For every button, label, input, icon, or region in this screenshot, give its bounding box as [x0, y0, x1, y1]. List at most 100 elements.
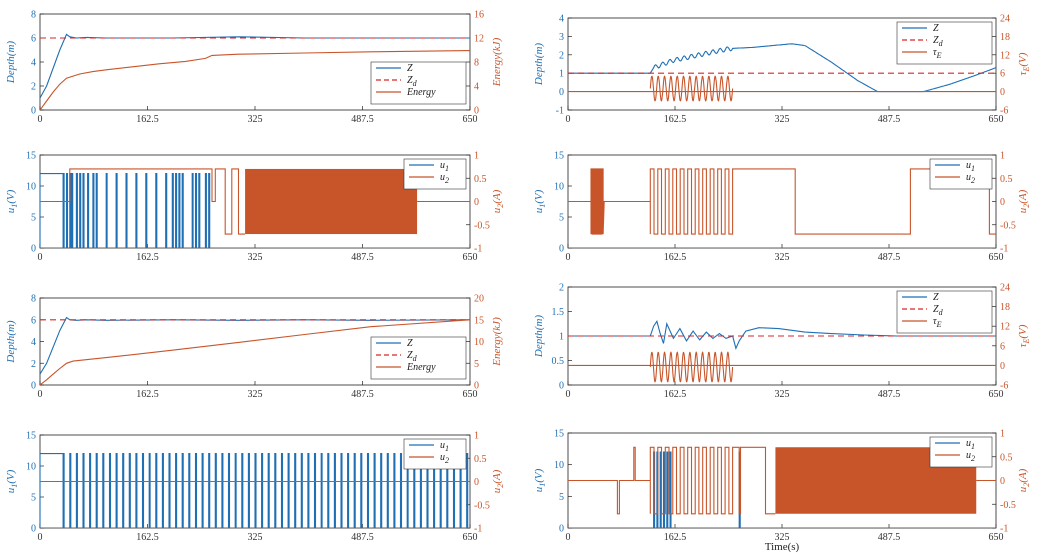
x-tick-label: 650: [463, 252, 478, 263]
x-tick-label: 325: [248, 252, 263, 263]
panel-g: 0 162.5 325 487.5 650 0 0.5 1 1.5 2 -6 0 6 12 18 24 Dept…: [533, 283, 1031, 401]
y-tick-label-right: 6: [1000, 69, 1005, 80]
legend-entry: u1: [966, 438, 975, 451]
x-tick-label: 487.5: [878, 252, 901, 263]
y-tick-label-right: 0.5: [474, 174, 487, 185]
y-axis-label-right: u2(A): [491, 189, 505, 213]
y-tick-label-right: 15: [474, 315, 484, 326]
x-tick-label: 650: [463, 114, 478, 125]
y-tick-label-right: 1: [1000, 429, 1005, 440]
series-u1-pulses: [40, 173, 470, 248]
y-axis-label-right: Energy(kJ): [491, 37, 503, 87]
panel-b: 0 162.5 325 487.5 650 0 5 10 15 -1 -0.5 0 0.5 1 u1(V) u…: [5, 151, 505, 264]
x-tick-label: 487.5: [351, 114, 374, 125]
y-tick-label-left: 15: [554, 429, 564, 440]
series-u1: [40, 173, 64, 248]
x-tick-label: 487.5: [878, 532, 901, 543]
x-tick-label: 487.5: [878, 114, 901, 125]
y-tick-label-right: 20: [474, 294, 484, 305]
legend-entry: Z: [407, 63, 413, 74]
legend-entry: u2: [440, 452, 449, 465]
legend-entry: u1: [966, 160, 975, 173]
y-tick-label-left: 6: [31, 34, 36, 45]
series-energy: [40, 319, 470, 385]
x-tick-label: 325: [248, 114, 263, 125]
y-axis-label-right: u2(A): [1017, 468, 1031, 492]
y-tick-label-left: 0: [31, 244, 36, 255]
y-tick-label-left: 10: [554, 182, 564, 193]
y-tick-label-right: 0.5: [474, 454, 487, 465]
series-z: [568, 319, 996, 350]
y-axis-label-right: τE(V): [1017, 52, 1031, 75]
x-tick-label: 0: [566, 389, 571, 400]
series-u2: [568, 446, 776, 515]
y-tick-label-right: 0: [1000, 361, 1005, 372]
y-tick-label-left: 0.5: [552, 356, 565, 367]
y-axis-label-left: Depth(m): [533, 315, 545, 358]
series-u1-pulses: [568, 451, 996, 528]
y-tick-label-left: -1: [556, 106, 564, 117]
y-tick-label-left: 15: [26, 151, 36, 162]
x-tick-label: 162.5: [664, 114, 687, 125]
y-tick-label-right: -1: [474, 244, 482, 255]
y-axis-label-left: u1(V): [533, 189, 547, 213]
x-tick-label: 650: [989, 532, 1004, 543]
legend-entry: τE: [933, 47, 942, 60]
y-tick-label-right: 5: [474, 359, 479, 370]
y-tick-label-right: -0.5: [1000, 500, 1016, 511]
y-tick-label-right: -6: [1000, 381, 1008, 392]
y-tick-label-left: 4: [31, 337, 36, 348]
y-tick-label-left: 2: [559, 50, 564, 61]
x-tick-label: 0: [38, 114, 43, 125]
y-tick-label-right: 0: [474, 106, 479, 117]
y-tick-label-left: 8: [31, 294, 36, 305]
x-tick-label: 162.5: [136, 252, 159, 263]
y-tick-label-left: 4: [559, 14, 564, 25]
y-tick-label-right: -0.5: [474, 500, 490, 511]
y-tick-label-right: 1: [474, 151, 479, 162]
panel-h: 0 162.5 325 487.5 650 0 5 10 15 -1 -0.5 0 0.5 1 u1(V) u…: [533, 429, 1031, 552]
y-tick-label-right: 1: [474, 431, 479, 442]
y-axis-label-left: Depth(m): [5, 320, 17, 363]
y-tick-label-right: 0: [1000, 87, 1005, 98]
y-tick-label-left: 15: [26, 431, 36, 442]
y-tick-label-right: 0: [474, 381, 479, 392]
legend-entry: u2: [966, 172, 975, 185]
x-tick-label: 650: [463, 532, 478, 543]
y-tick-label-left: 5: [559, 213, 564, 224]
y-tick-label-right: -0.5: [474, 220, 490, 231]
x-tick-label: 487.5: [351, 532, 374, 543]
y-axis-label-left: Depth(m): [533, 43, 545, 86]
x-tick-label: 162.5: [664, 389, 687, 400]
y-tick-label-left: 10: [26, 462, 36, 473]
panel-d: 0 162.5 325 487.5 650 0 5 10 15 -1 -0.5 0 0.5 1 u1(V) u…: [5, 431, 505, 544]
y-tick-label-right: 24: [1000, 283, 1010, 294]
x-tick-label: 325: [775, 114, 790, 125]
legend-entry: Energy: [406, 87, 436, 98]
series-tau-osc: [649, 75, 734, 102]
y-tick-label-left: 0: [559, 524, 564, 535]
series-energy: [40, 50, 470, 110]
x-tick-label: 325: [775, 532, 790, 543]
x-tick-label: 487.5: [351, 389, 374, 400]
y-tick-label-left: 1: [559, 332, 564, 343]
y-tick-label-left: 10: [26, 182, 36, 193]
x-tick-label: 325: [775, 252, 790, 263]
y-tick-label-right: 0.5: [1000, 452, 1013, 463]
x-tick-label: 487.5: [878, 389, 901, 400]
series-u2: [568, 168, 996, 235]
x-tick-label: 162.5: [664, 532, 687, 543]
y-tick-label-right: 16: [474, 10, 484, 21]
panel-f: 0 162.5 325 487.5 650 0 5 10 15 -1 -0.5 0 0.5 1 u1(V) u…: [533, 151, 1031, 264]
y-axis-label-right: u2(A): [1017, 189, 1031, 213]
y-tick-label-left: 5: [559, 492, 564, 503]
y-tick-label-right: 18: [1000, 32, 1010, 43]
x-tick-label: 0: [566, 252, 571, 263]
